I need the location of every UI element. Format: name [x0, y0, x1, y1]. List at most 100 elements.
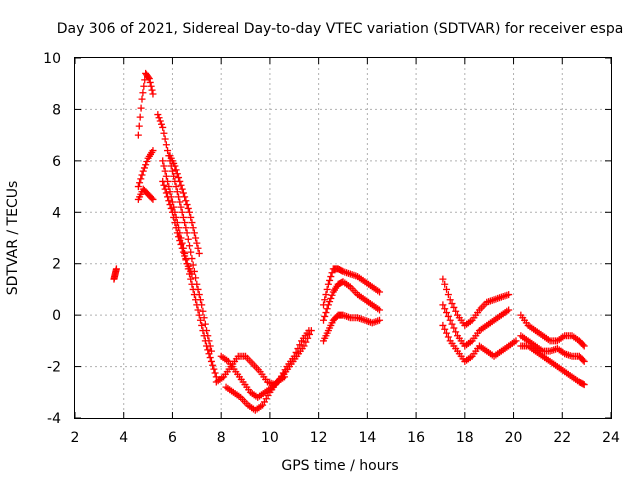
series-trough-2: [212, 327, 315, 389]
data-point: [190, 229, 198, 237]
data-point: [444, 333, 452, 341]
data-point: [172, 224, 180, 232]
data-point: [443, 309, 451, 317]
data-point: [139, 89, 147, 97]
y-tick-label: 8: [52, 102, 61, 118]
x-tick-label: 14: [358, 430, 376, 446]
data-point: [580, 357, 588, 365]
chart-title: Day 306 of 2021, Sidereal Day-to-day VTE…: [57, 21, 624, 37]
data-point: [376, 306, 384, 314]
data-point: [193, 239, 201, 247]
data-point: [177, 240, 185, 248]
data-point: [147, 82, 155, 90]
data-point: [327, 273, 335, 281]
x-axis-title: GPS time / hours: [281, 458, 398, 474]
data-point: [200, 314, 208, 322]
data-point: [137, 175, 145, 183]
data-point: [204, 346, 212, 354]
data-point: [296, 341, 304, 349]
data-point: [179, 189, 187, 197]
data-point: [170, 172, 178, 180]
data-point: [186, 208, 194, 216]
data-point: [201, 320, 209, 328]
data-point: [444, 312, 452, 320]
series-isolated: [110, 265, 120, 283]
x-tick-label: 24: [602, 430, 620, 446]
data-point: [140, 164, 148, 172]
x-tick-label: 18: [456, 430, 474, 446]
data-point: [168, 208, 176, 216]
data-point: [142, 161, 150, 169]
data-point: [177, 203, 185, 211]
data-point: [443, 329, 451, 337]
data-point: [161, 135, 169, 143]
data-point: [450, 303, 458, 311]
data-point: [201, 337, 209, 345]
data-point: [159, 123, 167, 131]
y-tick-label: 4: [52, 205, 61, 221]
data-point: [188, 219, 196, 227]
series-evening-3: [439, 321, 520, 365]
data-point: [452, 328, 460, 336]
data-point: [178, 244, 186, 252]
data-point: [183, 229, 191, 237]
data-point: [441, 280, 449, 288]
data-marks: [110, 69, 588, 414]
data-point: [182, 224, 190, 232]
data-point: [156, 117, 164, 125]
series-hump-2: [320, 278, 384, 324]
data-point: [190, 291, 198, 299]
data-point: [144, 73, 152, 81]
data-point: [178, 208, 186, 216]
data-point: [304, 334, 312, 342]
data-point: [138, 95, 146, 103]
data-point: [148, 194, 156, 202]
data-point: [145, 75, 153, 83]
data-point: [181, 193, 189, 201]
data-point: [187, 275, 195, 283]
data-point: [159, 177, 167, 185]
data-point: [155, 114, 163, 122]
data-point: [321, 312, 329, 320]
data-point: [183, 201, 191, 209]
data-point: [160, 129, 168, 137]
data-point: [195, 249, 203, 257]
data-point: [328, 291, 336, 299]
data-point: [139, 167, 147, 175]
data-point: [376, 316, 384, 324]
data-point: [439, 275, 447, 283]
x-tick-label: 2: [71, 430, 80, 446]
data-point: [134, 131, 142, 139]
data-point: [168, 167, 176, 175]
data-point: [184, 204, 192, 212]
data-point: [140, 82, 148, 90]
y-tick-label: 0: [52, 308, 61, 324]
data-point: [171, 219, 179, 227]
data-point: [446, 316, 454, 324]
data-point: [306, 330, 313, 338]
series-arc-a: [134, 69, 157, 139]
data-point: [210, 365, 218, 373]
data-point: [175, 174, 183, 182]
data-point: [443, 285, 451, 293]
data-point: [167, 204, 175, 212]
data-point: [192, 234, 200, 242]
series-late-1: [517, 311, 588, 350]
data-point: [324, 301, 332, 309]
data-point: [188, 255, 196, 263]
data-point: [182, 256, 190, 264]
data-point: [439, 321, 447, 329]
data-point: [172, 183, 180, 191]
data-point: [161, 185, 169, 193]
series-hump-1: [320, 265, 384, 309]
data-point: [160, 162, 168, 170]
series-descent-4: [166, 152, 203, 257]
data-point: [141, 76, 149, 84]
data-point: [165, 183, 173, 191]
data-point: [157, 120, 165, 128]
data-point: [505, 306, 513, 314]
data-point: [446, 296, 454, 304]
data-point: [307, 327, 315, 335]
data-point: [194, 244, 202, 252]
